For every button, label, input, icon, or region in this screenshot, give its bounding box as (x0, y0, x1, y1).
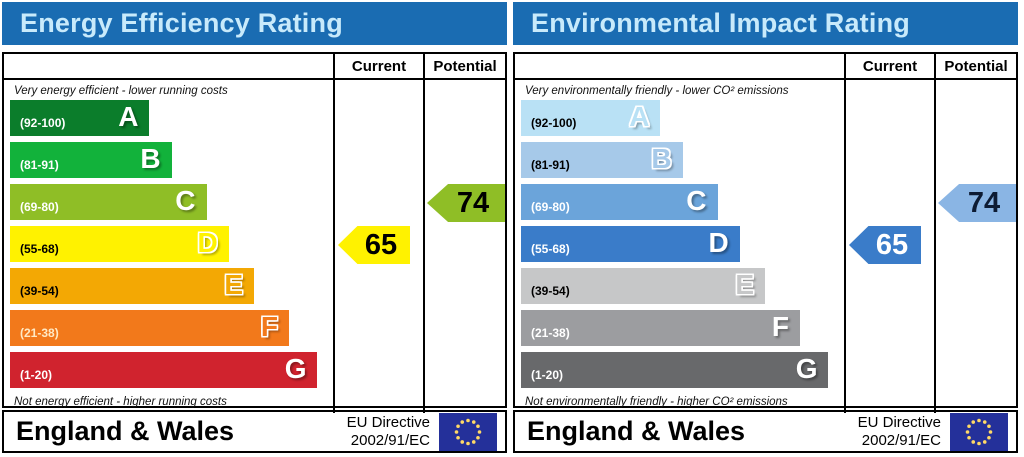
table-corner-cell (4, 54, 333, 80)
band-range-label: (92-100) (531, 116, 577, 130)
band-range-label: (81-91) (531, 158, 570, 172)
band-letter: E (735, 268, 755, 300)
band-range-label: (39-54) (20, 284, 59, 298)
current-arrow: 65 (849, 226, 921, 264)
region-label: England & Wales (16, 416, 235, 446)
potential-arrow: 74 (938, 184, 1016, 222)
current-column: 65 (844, 80, 934, 413)
rating-band-g: (1-20) G (10, 352, 318, 388)
band-letter: B (140, 142, 161, 174)
rating-band-b: (81-91) B (521, 142, 683, 178)
potential-column: 74 (934, 80, 1016, 413)
bottom-caption: Not environmentally friendly - higher CO… (525, 396, 788, 408)
band-letter: A (629, 100, 650, 132)
band-letter: B (651, 142, 672, 174)
rating-table: Current Potential Very energy efficient … (2, 52, 507, 413)
footer: England & Wales EU Directive 2002/91/EC (2, 410, 507, 453)
energy-efficiency-panel: Energy Efficiency Rating Current Potenti… (2, 2, 507, 453)
rating-band-c: (69-80) C (521, 184, 718, 220)
rating-band-a: (92-100) A (10, 100, 150, 136)
rating-band-d: (55-68) D (521, 226, 740, 262)
bands: (92-100) A (81-91) B (69-80) C (55-68) D (39-54)… (521, 100, 838, 388)
band-letter: C (175, 184, 196, 216)
band-range-label: (21-38) (20, 326, 59, 340)
environmental-impact-panel: Environmental Impact Rating Current Pote… (513, 2, 1018, 453)
band-range-label: (81-91) (20, 158, 59, 172)
potential-column-header: Potential (423, 54, 505, 80)
potential-column-header: Potential (934, 54, 1016, 80)
panel-header: Energy Efficiency Rating (2, 2, 507, 45)
band-range-label: (1-20) (531, 368, 564, 382)
table-corner-cell (515, 54, 844, 80)
band-letter: A (118, 100, 139, 132)
bottom-caption: Not energy efficient - higher running co… (14, 396, 227, 408)
band-range-label: (55-68) (531, 242, 570, 256)
top-caption: Very energy efficient - lower running co… (14, 85, 228, 97)
rating-band-c: (69-80) C (10, 184, 207, 220)
band-letter: F (771, 310, 789, 342)
footer: England & Wales EU Directive 2002/91/EC (513, 410, 1018, 453)
rating-band-e: (39-54) E (521, 268, 766, 304)
rating-band-g: (1-20) G (521, 352, 829, 388)
rating-zone: Very environmentally friendly - lower CO… (515, 80, 844, 413)
band-letter: G (284, 352, 307, 384)
band-range-label: (21-38) (531, 326, 570, 340)
band-range-label: (69-80) (531, 200, 570, 214)
band-letter: G (795, 352, 818, 384)
rating-band-b: (81-91) B (10, 142, 172, 178)
rating-band-d: (55-68) D (10, 226, 229, 262)
band-letter: C (686, 184, 707, 216)
panel-title: Environmental Impact Rating (531, 8, 910, 38)
band-range-label: (55-68) (20, 242, 59, 256)
band-range-label: (92-100) (20, 116, 66, 130)
band-letter: D (197, 226, 218, 258)
eu-flag-icon (950, 412, 1008, 451)
rating-band-f: (21-38) F (521, 310, 800, 346)
band-letter: D (708, 226, 729, 258)
rating-band-e: (39-54) E (10, 268, 255, 304)
current-column-header: Current (844, 54, 934, 80)
band-letter: E (224, 268, 244, 300)
eu-directive-label: EU Directive 2002/91/EC (857, 414, 941, 449)
panel-title: Energy Efficiency Rating (20, 8, 343, 38)
band-range-label: (1-20) (20, 368, 53, 382)
potential-column: 74 (423, 80, 505, 413)
current-arrow: 65 (338, 226, 410, 264)
top-caption: Very environmentally friendly - lower CO… (525, 85, 789, 97)
rating-zone: Very energy efficient - lower running co… (4, 80, 333, 413)
band-letter: F (260, 310, 278, 342)
region-label: England & Wales (527, 416, 746, 446)
rating-band-a: (92-100) A (521, 100, 661, 136)
current-column-header: Current (333, 54, 423, 80)
bands: (92-100) A (81-91) B (69-80) C (55-68) D (39-54)… (10, 100, 327, 388)
potential-arrow: 74 (427, 184, 505, 222)
band-range-label: (69-80) (20, 200, 59, 214)
band-range-label: (39-54) (531, 284, 570, 298)
eu-directive-label: EU Directive 2002/91/EC (346, 414, 430, 449)
rating-band-f: (21-38) F (10, 310, 289, 346)
rating-table: Current Potential Very environmentally f… (513, 52, 1018, 413)
current-column: 65 (333, 80, 423, 413)
eu-flag-icon (439, 412, 497, 451)
panel-header: Environmental Impact Rating (513, 2, 1018, 45)
